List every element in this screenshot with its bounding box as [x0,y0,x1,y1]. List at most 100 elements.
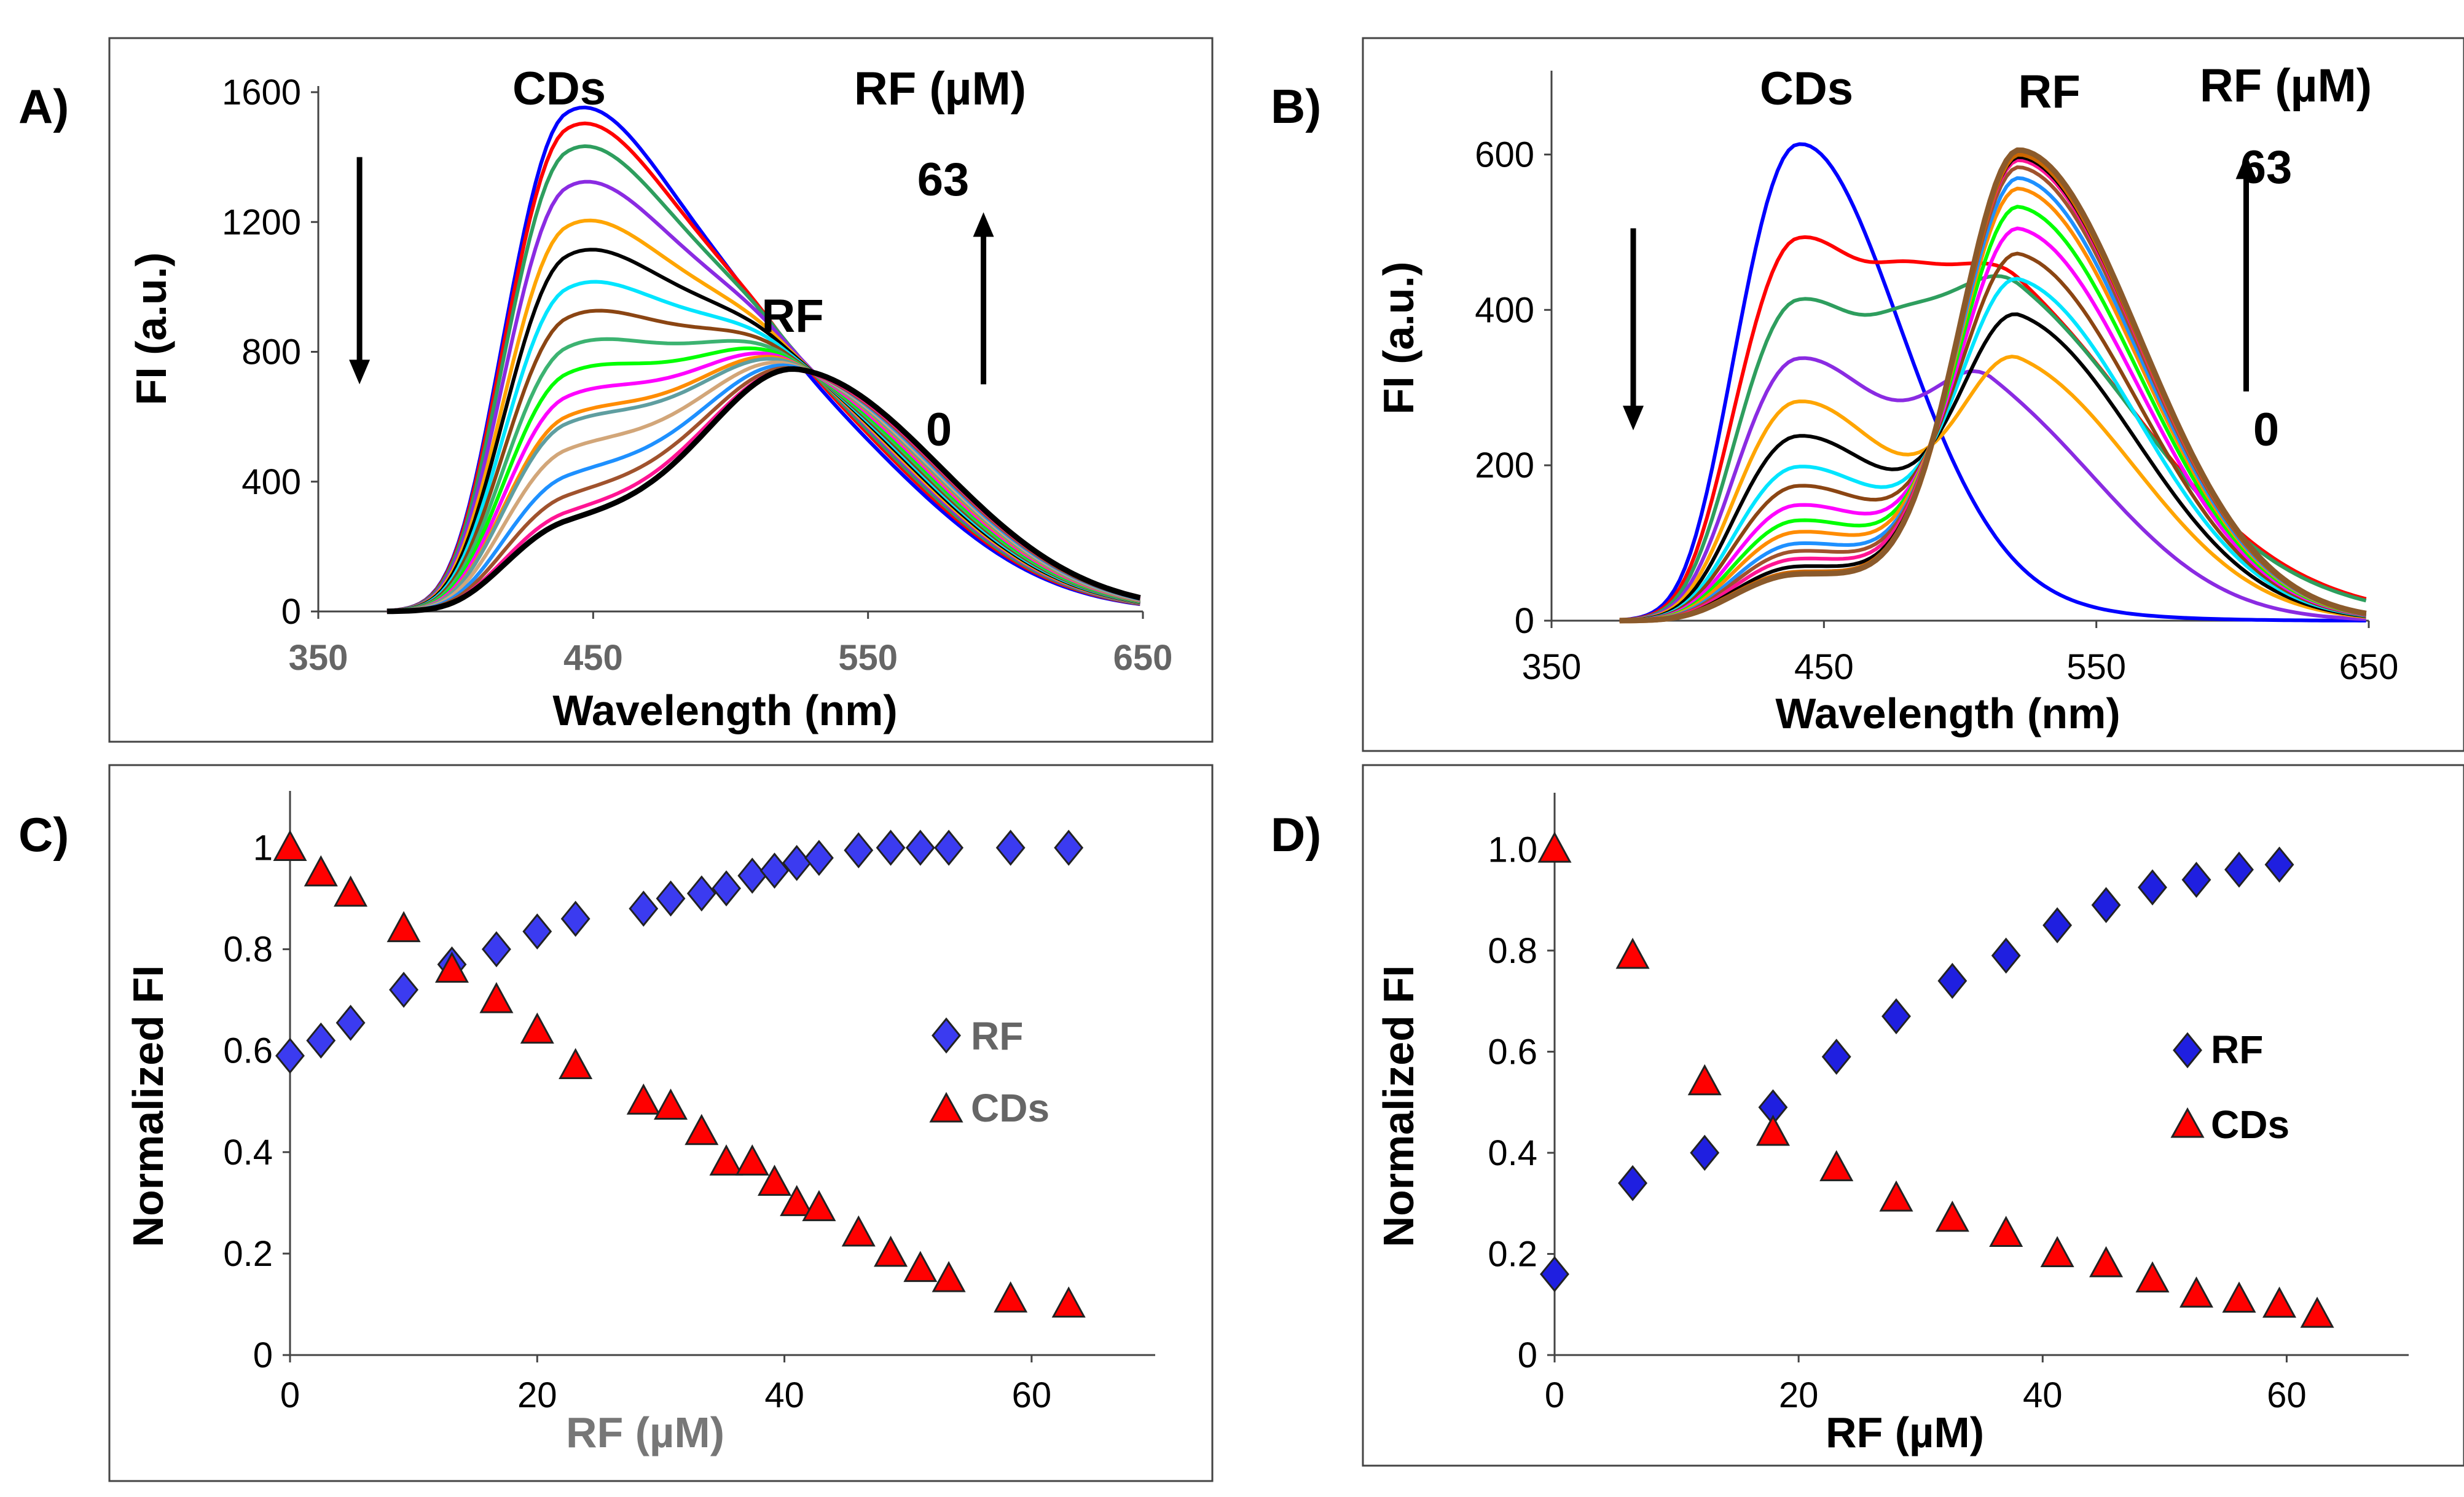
panel-d-cds-point [2262,1286,2297,1318]
panel-d-rf-point [1690,1134,1720,1171]
panel-a-cds-label: CDs [512,63,606,115]
panel-a-ytick-label: 400 [241,462,301,502]
panel-c-rf-point [759,852,790,889]
panel-b-xtick-label: 550 [2066,647,2126,687]
panel-d-legend-cds-label: CDs [2211,1102,2289,1147]
panel-a-plot: 0 400 800 1200 1600 350 450 550 650 [222,73,1172,678]
panel-b-arrow-0-head [1623,406,1644,431]
panel-c-plot: 0 0.2 0.4 0.6 0.8 1 0 20 40 60 [223,791,1155,1415]
panel-c-rf-point [934,830,964,866]
panel-b-arrow-1-head [2235,154,2257,179]
panel-d-xtick-label: 0 [1545,1375,1564,1415]
panel-d-cds-point [1819,1150,1854,1182]
panel-b-spectrum-line [1619,142,2366,623]
panel-c-xtick-label: 20 [517,1375,557,1415]
panel-d-xtick-label: 20 [1779,1375,1819,1415]
panel-d-rf-point [1540,1255,1569,1292]
panel-c-rf-point [876,830,906,866]
panel-c-cds-point [735,1144,769,1176]
panel-d-ylabel: Normalized FI [1375,965,1422,1248]
panel-d-cds-point [2300,1297,2334,1328]
panel-d-cds-point [2135,1261,2170,1293]
panel-c-rf-point [389,972,418,1008]
panel-d-cds-point [1615,937,1650,969]
panel-c-ylabel: Normalized FI [124,965,172,1248]
panel-c-cds-point [434,951,469,983]
panel-a-xtick-label: 350 [289,638,348,678]
panel-b-spectrum-line [1619,277,2367,623]
panel-c-xlabel: RF (µM) [566,1409,724,1456]
panel-c-rf-point [804,839,834,876]
panel-d-ytick-label: 0.2 [1488,1234,1537,1274]
panel-d-cds-point [1537,831,1572,863]
panel-d-ytick-label: 0 [1518,1335,1537,1375]
panel-c-legend-rf-label: RF [971,1014,1023,1058]
panel-d-rf-point [1991,937,2021,974]
panel-b-spectrum-line [1619,356,2366,623]
panel-c-ytick-label: 0.8 [223,930,273,970]
panel-d-ytick-label: 1.0 [1488,830,1537,870]
panel-c-legend-rf-marker [932,1017,961,1054]
panel-c-frame [108,764,1214,1482]
panel-d-xlabel: RF (µM) [1826,1409,1984,1456]
panel-d-rf-point [2138,869,2167,906]
panel-c-rf-point [1054,830,1084,866]
panel-b-plot: 0 200 400 600 350 450 550 650 [1475,71,2398,687]
panel-b-rf-unit-label: RF (µM) [2200,60,2372,112]
panel-c-rf-point [686,875,716,912]
panel-c-cds-point [709,1144,744,1176]
panel-c-cds-point [802,1190,836,1222]
panel-b-ytick-label: 600 [1475,135,1534,175]
panel-a-rf-label: RF [761,290,823,342]
panel-c-legend-cds-marker [929,1091,963,1123]
panel-d-rf-point [1618,1165,1648,1201]
panel-d-legend-cds-marker [2170,1107,2205,1138]
panel-d-legend-rf-label: RF [2211,1027,2263,1072]
panel-d-plot: 0 0.2 0.4 0.6 0.8 1.0 0 20 40 60 [1488,793,2409,1415]
panel-c-rf-point [522,913,552,950]
panel-a-ylabel: FI (a.u.) [127,253,175,406]
panel-d-label: D) [1271,807,1321,862]
panel-b-spectrum-line [1619,355,2366,623]
panel-c-xtick-label: 0 [280,1375,300,1415]
panel-d-cds-point [1935,1200,1969,1232]
panel-a-63-label: 63 [917,154,970,206]
panel-c-rf-point [712,870,741,906]
panel-d-xtick-label: 40 [2023,1375,2063,1415]
panel-c-cds-point [334,875,368,907]
panel-a-ytick-label: 1600 [222,73,301,112]
panel-d-ytick-label: 0.8 [1488,931,1537,971]
panel-c-cds-point [932,1261,966,1292]
panel-c-ytick-label: 0.6 [223,1031,273,1071]
panel-c-cds-point [386,911,421,943]
panel-b-spectrum-line [1619,205,2367,623]
panel-c-ytick-label: 1 [253,828,273,868]
panel-c-rf-point [905,830,935,866]
panel-b-spectrum-line [1619,312,2366,623]
panel-b-63-label: 63 [2240,141,2293,194]
panel-c-ytick-label: 0 [253,1335,273,1375]
panel-b-label: B) [1271,79,1321,133]
panel-a-frame [108,37,1214,743]
panel-b-xtick-label: 650 [2339,647,2399,687]
panel-a-arrow-1-head [973,212,994,237]
panel-d-rf-point [1821,1039,1851,1075]
panel-b-spectrum-line [1619,251,2367,623]
panel-c-cds-point [304,855,338,887]
panel-b-ytick-label: 200 [1475,446,1534,485]
panel-c-rf-point [560,900,590,937]
panel-b-xlabel: Wavelength (nm) [1775,690,2120,737]
panel-a-xtick-label: 450 [563,638,623,678]
panel-c-rf-point [629,890,659,927]
panel-d-cds-point [2179,1276,2214,1308]
panel-c-legend-cds-label: CDs [971,1086,1050,1130]
panel-c-rf-point [275,1037,305,1074]
panel-c-rf-point [844,832,874,869]
panel-c-cds-point [273,830,307,862]
panel-d-rf-point [2091,887,2121,924]
panel-c-rf-point [656,880,686,917]
panel-c-rf-point [481,931,511,968]
panel-d-legend-rf-marker [2173,1032,2202,1069]
panel-c-xtick-label: 40 [764,1375,804,1415]
